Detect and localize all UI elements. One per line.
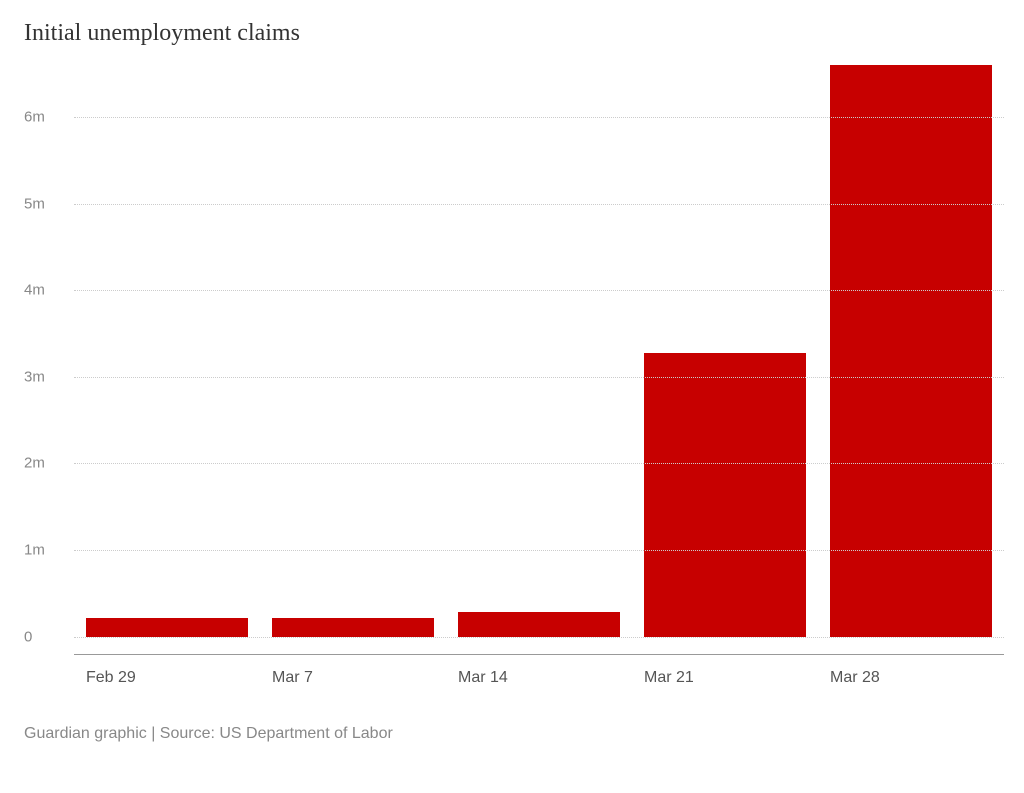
gridline <box>74 117 1004 118</box>
bar <box>458 612 620 636</box>
bar <box>644 353 806 637</box>
bar-slot <box>632 65 818 654</box>
xtick-label: Mar 28 <box>818 655 1004 705</box>
xtick-label: Feb 29 <box>74 655 260 705</box>
bar-slot <box>260 65 446 654</box>
ytick-label: 6m <box>24 108 66 125</box>
gridline <box>74 550 1004 551</box>
bar-slot <box>446 65 632 654</box>
bar <box>86 618 248 637</box>
bar-slot <box>74 65 260 654</box>
plot-area: 01m2m3m4m5m6m <box>74 65 1004 655</box>
gridline <box>74 377 1004 378</box>
xtick-label: Mar 7 <box>260 655 446 705</box>
gridline <box>74 637 1004 638</box>
source-attribution: Guardian graphic | Source: US Department… <box>24 725 1000 743</box>
gridline <box>74 204 1004 205</box>
gridline <box>74 290 1004 291</box>
bar-slot <box>818 65 1004 654</box>
ytick-label: 1m <box>24 542 66 559</box>
chart-title: Initial unemployment claims <box>24 20 1000 47</box>
x-axis: Feb 29Mar 7Mar 14Mar 21Mar 28 <box>74 655 1004 705</box>
unemployment-claims-chart: 01m2m3m4m5m6m Feb 29Mar 7Mar 14Mar 21Mar… <box>24 65 1004 705</box>
ytick-label: 3m <box>24 368 66 385</box>
ytick-label: 2m <box>24 455 66 472</box>
xtick-label: Mar 14 <box>446 655 632 705</box>
gridline <box>74 463 1004 464</box>
ytick-label: 0 <box>24 628 66 645</box>
ytick-label: 5m <box>24 195 66 212</box>
bar <box>272 618 434 637</box>
xtick-label: Mar 21 <box>632 655 818 705</box>
ytick-label: 4m <box>24 282 66 299</box>
bars-container <box>74 65 1004 654</box>
